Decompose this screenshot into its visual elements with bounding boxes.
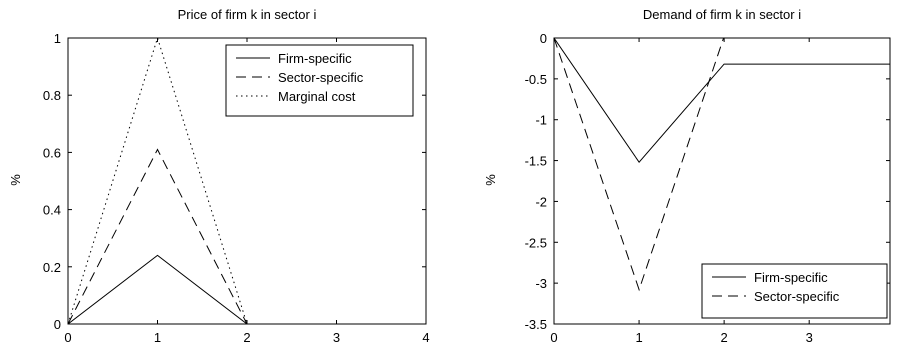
y-tick-label: 0.6 bbox=[43, 145, 61, 160]
demand-chart-y-label: % bbox=[483, 174, 498, 186]
x-tick-label: 3 bbox=[333, 330, 340, 345]
legend-label: Firm-specific bbox=[278, 51, 352, 66]
y-tick-label: -3 bbox=[535, 276, 547, 291]
x-tick-label: 1 bbox=[635, 330, 642, 345]
x-tick-label: 0 bbox=[550, 330, 557, 345]
legend: Firm-specific Sector-specific Marginal cos… bbox=[225, 44, 414, 117]
y-tick-label: 1 bbox=[54, 31, 61, 46]
y-tick-label: 0.2 bbox=[43, 260, 61, 275]
series-line-sector-specific bbox=[68, 148, 426, 324]
demand-chart-panel: Demand of firm k in sector i % 0 1 2 3 0 -0.5… bbox=[483, 7, 891, 345]
legend-box bbox=[225, 44, 414, 117]
legend-label: Firm-specific bbox=[754, 270, 828, 285]
y-tick-label: 0 bbox=[54, 317, 61, 332]
legend: Firm-specific Sector-specific bbox=[701, 263, 888, 319]
y-tick-label: -1.5 bbox=[525, 154, 547, 169]
series-line-firm-specific bbox=[554, 38, 890, 164]
plot-frame bbox=[553, 37, 891, 325]
x-tick-label: 2 bbox=[721, 330, 728, 345]
demand-chart-title: Demand of firm k in sector i bbox=[643, 7, 801, 22]
y-tick-label: -0.5 bbox=[525, 72, 547, 87]
y-tick-label: 0 bbox=[540, 31, 547, 46]
price-chart-panel: Price of firm k in sector i % 0 1 2 3 4 0 0.2 0… bbox=[8, 7, 430, 345]
legend-label: Sector-specific bbox=[278, 70, 364, 85]
y-tick-label: -3.5 bbox=[525, 317, 547, 332]
series-line-sector-specific bbox=[554, 38, 725, 292]
y-tick-label: 0.4 bbox=[43, 203, 61, 218]
y-tick-label: -2 bbox=[535, 194, 547, 209]
price-chart-title: Price of firm k in sector i bbox=[178, 7, 317, 22]
x-tick-label: 0 bbox=[64, 330, 71, 345]
legend-label: Marginal cost bbox=[278, 89, 356, 104]
y-tick-label: 0.8 bbox=[43, 88, 61, 103]
legend-box bbox=[701, 263, 888, 319]
price-chart-y-label: % bbox=[8, 174, 23, 186]
y-tick-label: -2.5 bbox=[525, 235, 547, 250]
x-tick-label: 4 bbox=[422, 330, 429, 345]
legend-label: Sector-specific bbox=[754, 289, 840, 304]
series-line-firm-specific bbox=[68, 254, 426, 324]
y-tick-label: -1 bbox=[535, 113, 547, 128]
x-tick-label: 3 bbox=[806, 330, 813, 345]
x-tick-label: 1 bbox=[154, 330, 161, 345]
x-tick-label: 2 bbox=[243, 330, 250, 345]
